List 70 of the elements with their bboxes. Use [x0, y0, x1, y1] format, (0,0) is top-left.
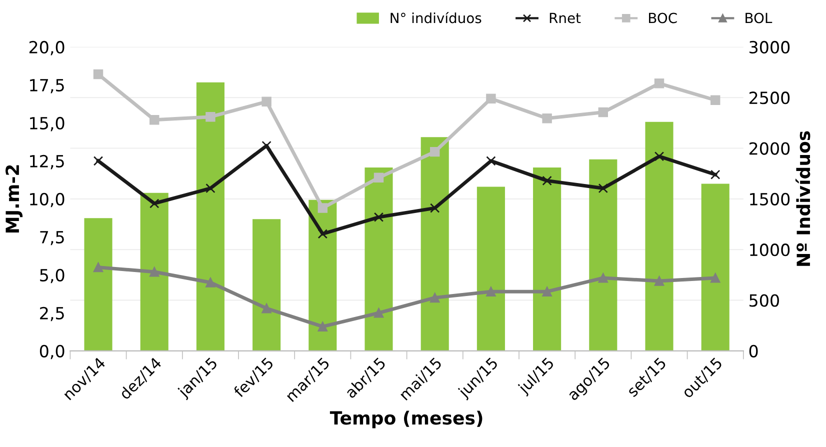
point — [206, 278, 216, 288]
point — [374, 172, 384, 182]
y2-tick-label: 500 — [750, 294, 779, 307]
bar — [589, 159, 618, 351]
point — [598, 107, 608, 118]
point — [486, 156, 496, 166]
y-tick-label: 5,0 — [40, 268, 64, 284]
point — [149, 267, 160, 277]
point — [93, 262, 104, 272]
bar — [701, 184, 730, 351]
x-axis-title: Tempo (meses) — [330, 410, 482, 428]
y2-tick-label: 2500 — [749, 92, 790, 104]
point — [542, 114, 552, 124]
y-tick-label: 20,0 — [29, 40, 64, 56]
y2-tick-label: 3000 — [750, 40, 790, 54]
point — [318, 322, 328, 332]
point — [430, 203, 440, 213]
y-tick-label: 17,5 — [30, 79, 64, 94]
point — [93, 156, 104, 166]
point — [374, 308, 384, 318]
y2-axis-title: Nº Indivíduos — [796, 131, 810, 266]
bar — [140, 192, 168, 351]
point — [654, 152, 664, 162]
point — [262, 140, 272, 151]
bar — [645, 122, 674, 351]
point — [710, 170, 720, 180]
point — [654, 276, 664, 286]
point — [318, 203, 328, 213]
bar — [420, 137, 449, 351]
point — [318, 229, 328, 239]
point — [262, 96, 272, 107]
y2-tick-label: 1000 — [750, 244, 790, 256]
legend-label: BOL — [746, 12, 772, 24]
point — [542, 176, 552, 186]
point — [486, 286, 496, 296]
bar — [533, 168, 562, 351]
y2-tick-label: 1500 — [750, 192, 790, 206]
y2-tick-label: 2000 — [749, 142, 790, 155]
point — [598, 273, 608, 283]
y-tick-label: 0,0 — [40, 344, 64, 360]
bar — [476, 186, 505, 351]
bar — [252, 219, 281, 351]
y2-tick-label: 0 — [749, 344, 758, 358]
point — [149, 198, 160, 208]
point — [262, 303, 272, 314]
point — [149, 115, 160, 125]
point — [206, 112, 216, 122]
point — [93, 69, 104, 80]
point — [710, 273, 720, 283]
y-tick-label: 10,0 — [30, 192, 64, 208]
y-tick-label: 15,0 — [30, 116, 64, 132]
bar — [84, 218, 112, 351]
point — [486, 94, 496, 104]
point — [374, 212, 384, 222]
y-tick-label: 7,5 — [40, 231, 64, 246]
point — [206, 183, 216, 194]
y-tick-label: 2,5 — [40, 306, 64, 322]
point — [542, 286, 552, 296]
bar — [364, 168, 393, 351]
y-tick-label: 12,5 — [30, 154, 64, 170]
point — [710, 95, 720, 105]
point — [430, 292, 440, 303]
point — [598, 183, 608, 194]
legend-label: BOC — [649, 12, 677, 24]
y-axis-title: MJ.m-2 — [6, 165, 23, 232]
legend-label: Rnet — [550, 12, 581, 24]
point — [430, 146, 440, 157]
point — [654, 78, 664, 88]
bar — [196, 82, 224, 351]
legend-label: N° indivíduos — [390, 12, 482, 24]
